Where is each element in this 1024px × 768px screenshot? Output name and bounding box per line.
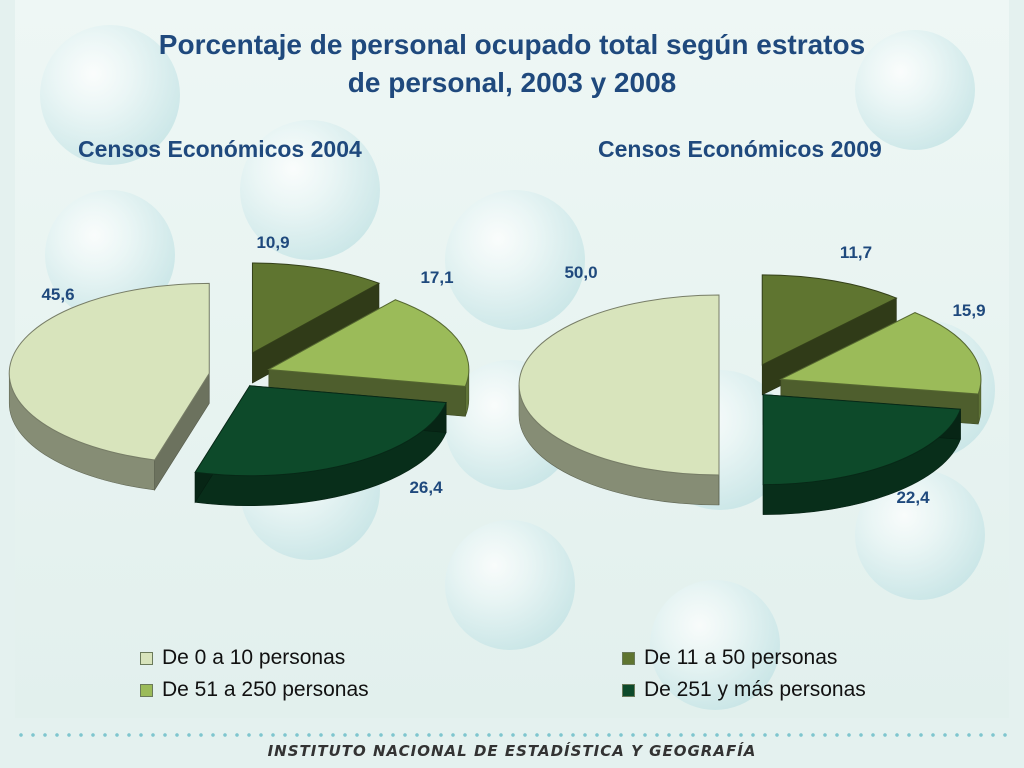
bubble-decoration [445, 520, 575, 650]
pie2004-slice-3 [194, 385, 447, 477]
pie2004-slice-2 [267, 299, 470, 387]
pie2009-slice-1 [761, 274, 898, 366]
pie2009-slice-0 [518, 294, 720, 476]
bubble-decoration [240, 120, 380, 260]
chart-title-2009: Censos Económicos 2009 [598, 136, 882, 162]
bubble-decoration [650, 580, 780, 710]
bubble-decoration [40, 25, 180, 165]
slide-title: Porcentaje de personal ocupado total seg… [0, 26, 1024, 102]
pie2009-data-label-0: 50,0 [564, 263, 597, 282]
pie-chart-2004: 45,6 10,9 17,1 26,4 [8, 233, 470, 507]
pie2009-data-label-3: 22,4 [896, 488, 930, 507]
pie2004-data-label-1: 10,9 [256, 233, 289, 252]
pie2009-slice-2 [779, 312, 982, 395]
slide-title-text: Porcentaje de personal ocupado total seg… [158, 29, 866, 98]
footer-institution: INSTITUTO NACIONAL DE ESTADÍSTICA Y GEOG… [267, 742, 757, 760]
pie2004-tops [8, 262, 470, 477]
pie2004-slice-0 [8, 282, 210, 461]
pie2009-slice-3 [762, 394, 962, 486]
pie2004-data-label-3: 26,4 [409, 478, 443, 497]
pie2004-data-labels: 45,6 10,9 17,1 26,4 [41, 233, 453, 497]
pie2004-data-label-2: 17,1 [420, 268, 453, 287]
pie2004-data-label-0: 45,6 [41, 285, 74, 304]
bubble-decoration [855, 30, 975, 150]
chart-title-2004: Censos Económicos 2004 [78, 136, 362, 162]
pie2004-slice-1 [251, 262, 381, 354]
bubble-decoration [445, 190, 585, 330]
footer-dotted-line [15, 733, 1009, 737]
pie2009-data-labels: 50,0 11,7 15,9 22,4 [564, 243, 985, 507]
pie2009-data-label-1: 11,7 [840, 243, 872, 262]
pie2009-tops [518, 274, 982, 486]
pie-chart-2009: 50,0 11,7 15,9 22,4 [518, 243, 986, 515]
pie2009-data-label-2: 15,9 [952, 301, 985, 320]
